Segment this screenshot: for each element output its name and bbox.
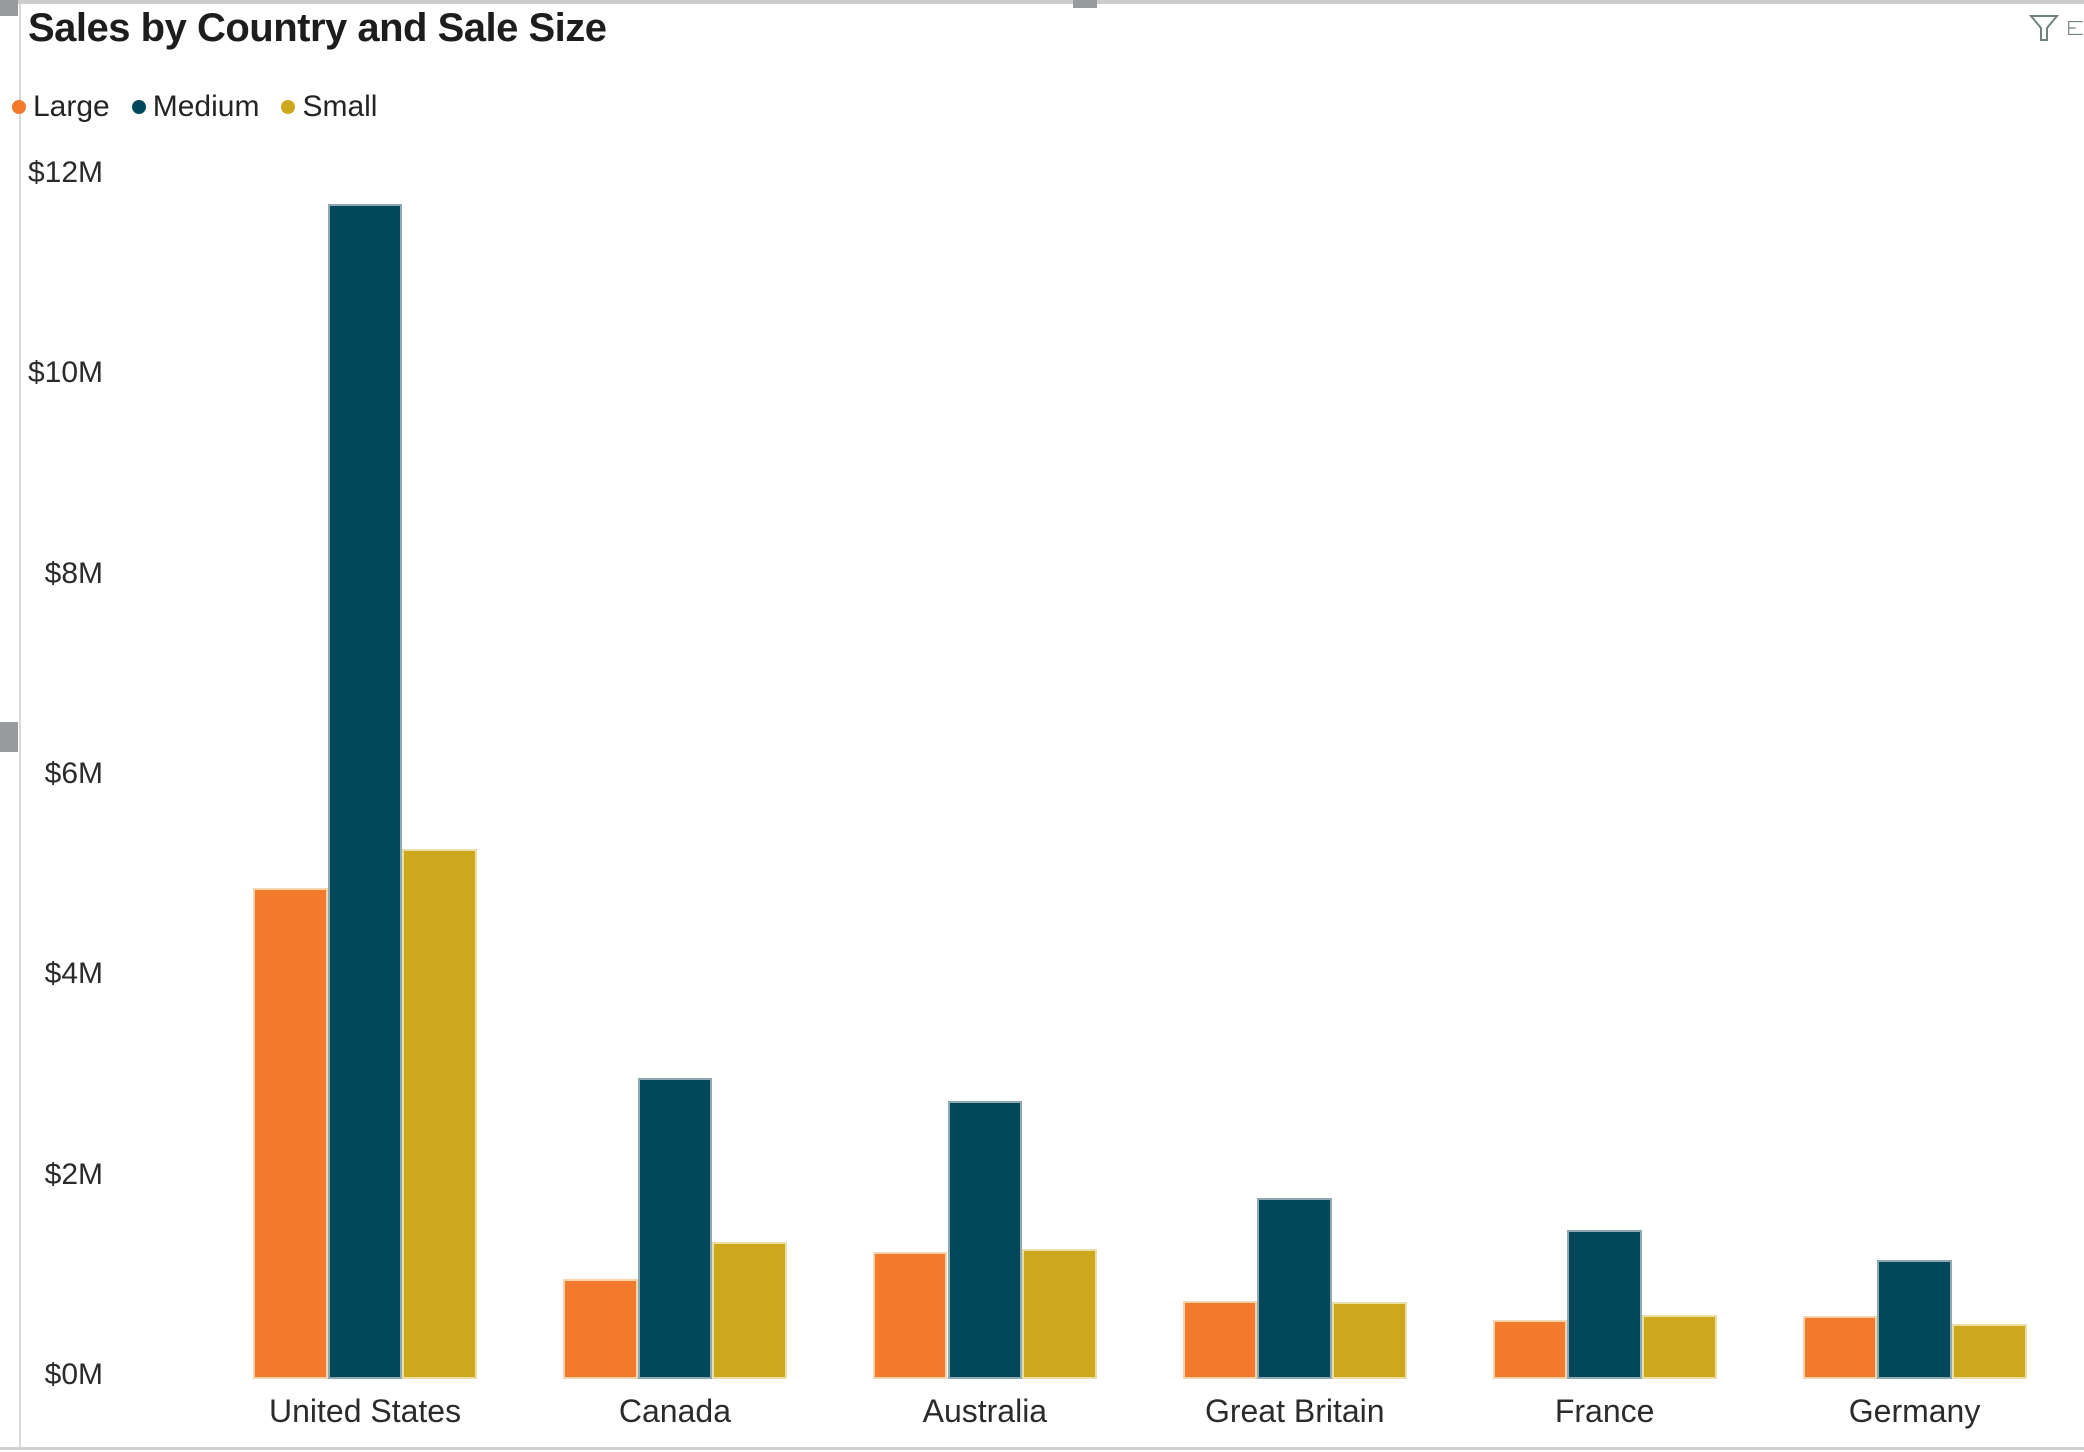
y-axis-tick-label: $0M [44, 1358, 103, 1391]
canvas-top-border [0, 0, 2084, 4]
legend-item-large[interactable]: Large [12, 92, 110, 122]
legend-dot-large [12, 100, 26, 114]
bar-large-france[interactable] [1492, 1319, 1568, 1379]
legend-item-small[interactable]: Small [281, 92, 377, 122]
bar-medium-canada[interactable] [637, 1078, 713, 1379]
legend-dot-medium [131, 100, 146, 114]
y-axis-tick-label: $6M [44, 756, 103, 790]
y-axis-tick-label: $8M [44, 556, 103, 590]
bar-medium-germany[interactable] [1877, 1259, 1952, 1379]
visual-toolbar [2024, 8, 2084, 48]
x-axis-label-united-states: United States [268, 1393, 462, 1429]
y-axis-tick-label: $10M [27, 356, 103, 390]
x-axis-label-canada: Canada [618, 1393, 731, 1429]
bar-medium-united-states[interactable] [327, 204, 403, 1379]
chart-title: Sales by Country and Sale Size [28, 6, 607, 50]
x-axis-label-germany: Germany [1848, 1393, 1981, 1429]
y-axis-tick-label: $12M [27, 155, 103, 189]
resize-handle-top-left[interactable] [0, 0, 18, 16]
canvas-bottom-border [0, 1447, 2084, 1450]
bar-small-great-britain[interactable] [1332, 1301, 1407, 1379]
x-axis-label-great-britain: Great Britain [1204, 1393, 1385, 1429]
bar-medium-france[interactable] [1567, 1229, 1642, 1379]
resize-handle-left-middle[interactable] [0, 722, 18, 752]
bar-small-germany[interactable] [1951, 1323, 2027, 1379]
bar-small-canada[interactable] [712, 1241, 787, 1379]
bar-large-australia[interactable] [872, 1251, 948, 1379]
canvas-left-border [19, 4, 21, 1448]
filter-icon[interactable] [2024, 8, 2064, 48]
legend-label: Small [302, 90, 378, 123]
bar-large-united-states[interactable] [253, 888, 328, 1379]
legend: Large Medium Small [12, 92, 399, 122]
bar-large-great-britain[interactable] [1182, 1300, 1258, 1379]
legend-label: Large [33, 90, 110, 123]
legend-label: Medium [152, 90, 260, 123]
bar-small-united-states[interactable] [402, 849, 478, 1379]
x-axis-label-australia: Australia [922, 1393, 1048, 1429]
y-axis-tick-label: $2M [44, 1157, 103, 1191]
bar-medium-great-britain[interactable] [1257, 1197, 1333, 1379]
resize-handle-top-middle[interactable] [1073, 0, 1097, 8]
legend-item-medium[interactable]: Medium [131, 90, 260, 123]
y-axis-tick-label: $4M [44, 957, 103, 991]
bar-large-germany[interactable] [1802, 1315, 1878, 1379]
x-axis-label-france: France [1554, 1393, 1655, 1429]
legend-dot-small [281, 100, 296, 114]
bar-small-france[interactable] [1642, 1314, 1717, 1379]
bar-small-australia[interactable] [1022, 1248, 1097, 1379]
clipped-panel-icon[interactable] [2064, 8, 2084, 48]
bar-medium-australia[interactable] [947, 1100, 1023, 1379]
bar-large-canada[interactable] [562, 1278, 638, 1379]
